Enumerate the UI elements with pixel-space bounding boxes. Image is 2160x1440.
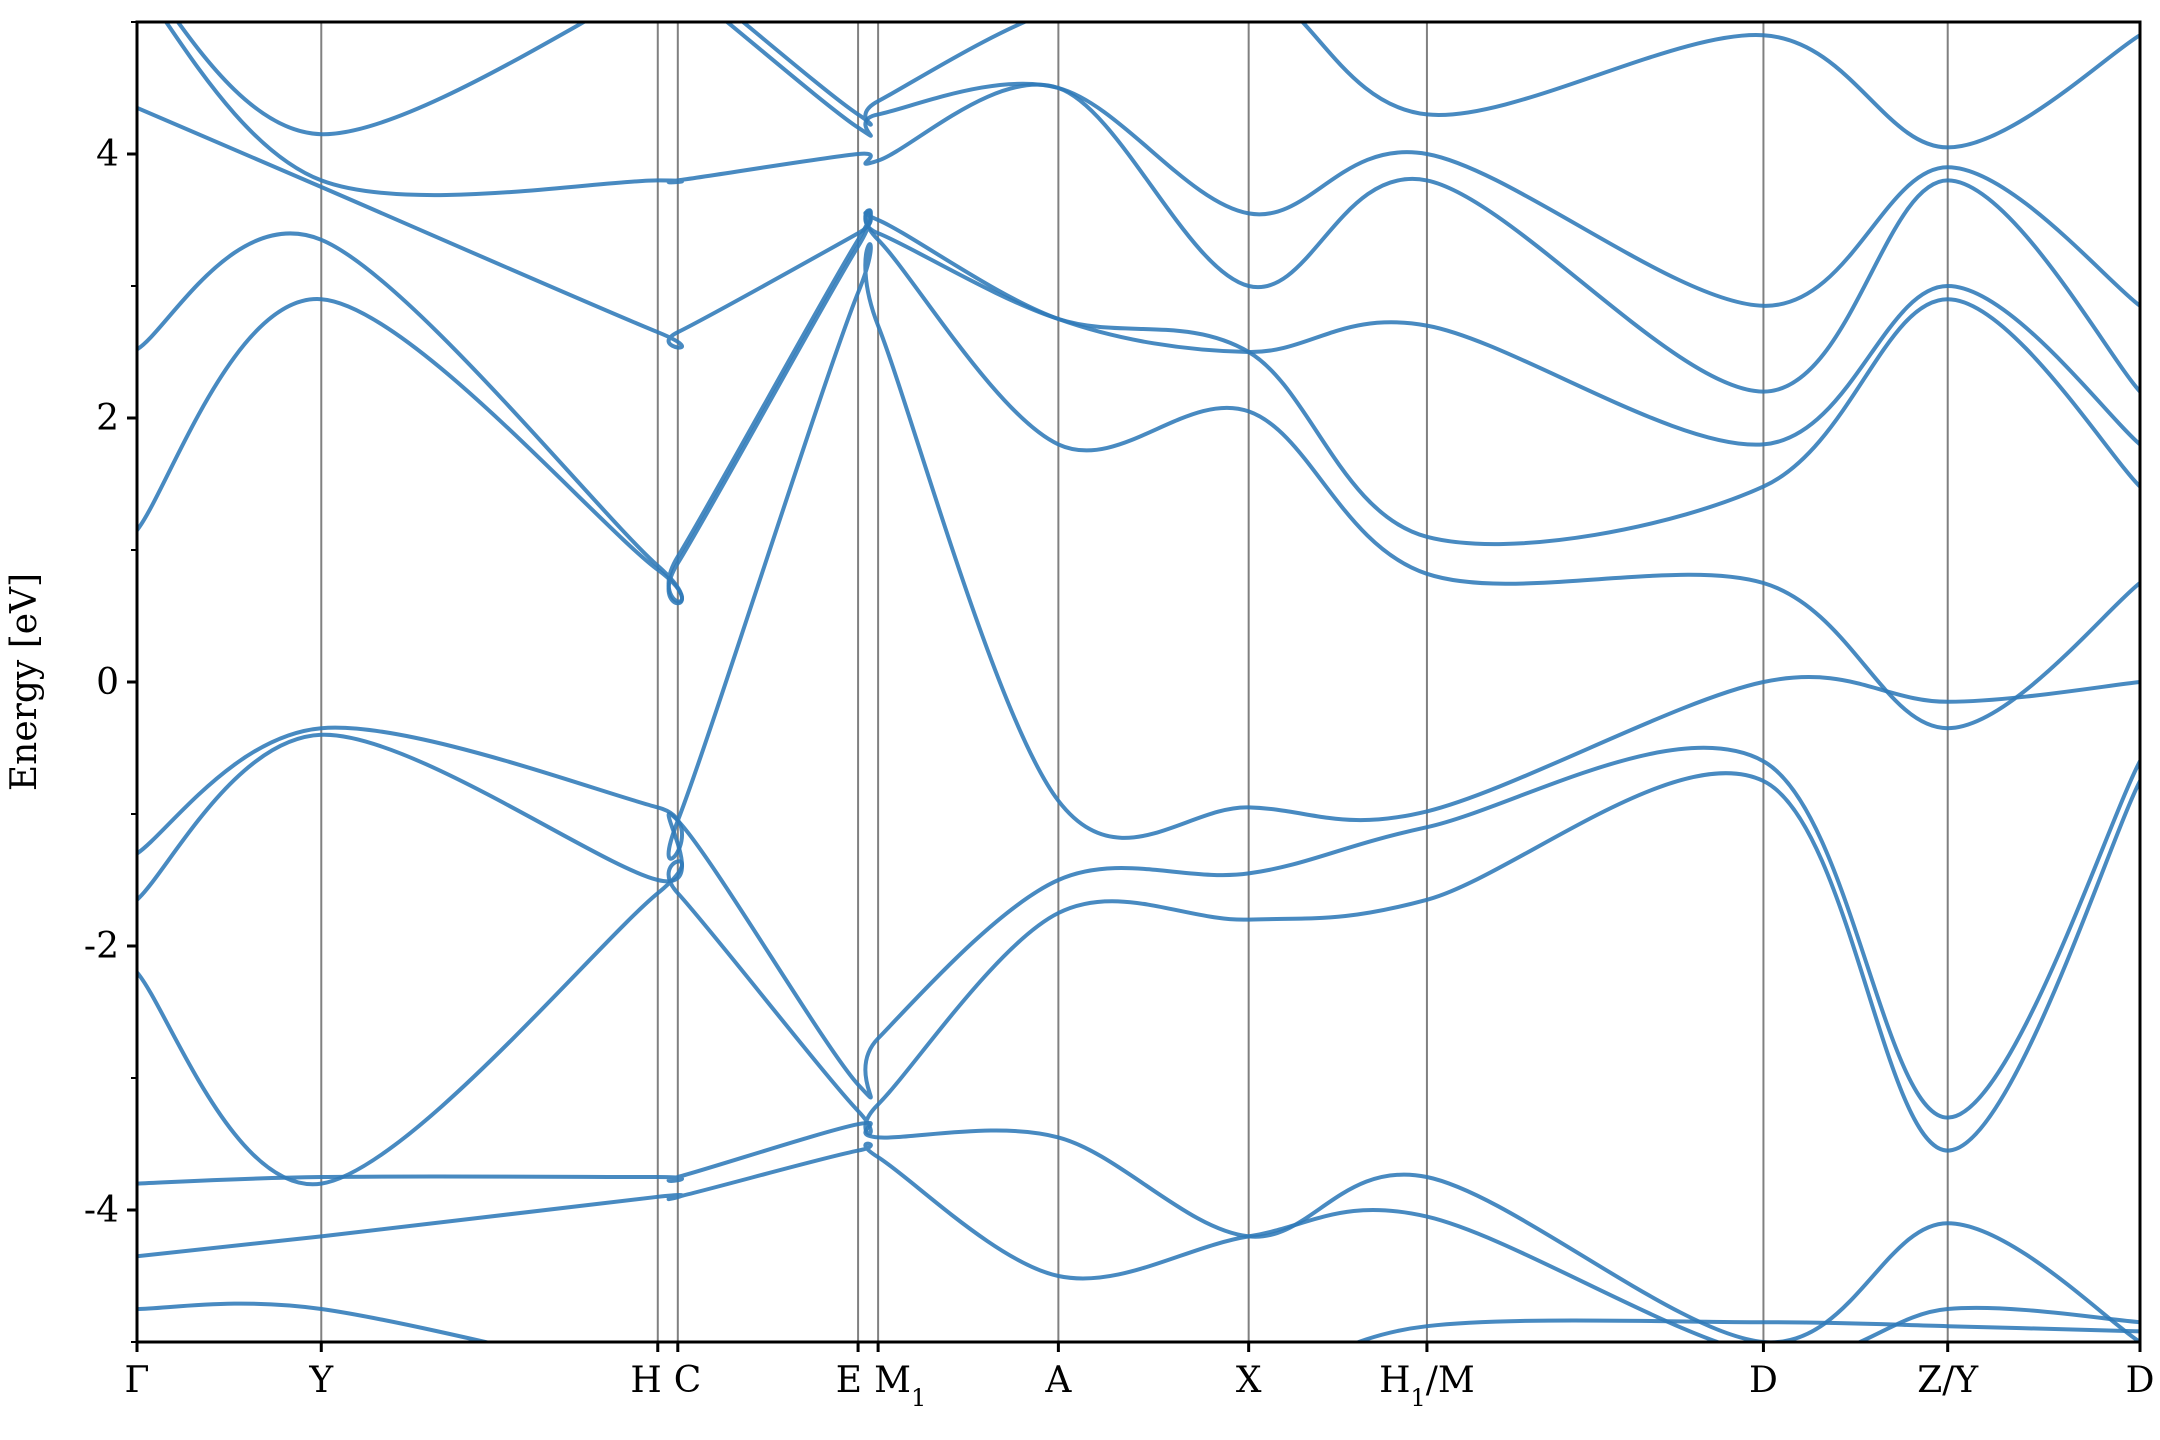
band-1 — [137, 1301, 2140, 1342]
x-tick-label-10: Z/Y — [1917, 1360, 1979, 1401]
x-tick-label-1: Y — [308, 1360, 334, 1401]
x-tick-label-0: Γ — [125, 1360, 150, 1401]
band-5 — [137, 732, 2140, 1120]
plot-frame — [135, 20, 2142, 1344]
band-lines — [137, 22, 2140, 1342]
x-tick-label-2: H — [630, 1360, 661, 1401]
y-tick-label: -2 — [84, 926, 119, 967]
band-2 — [137, 1141, 2140, 1342]
y-axis-label: Energy [eV] — [4, 573, 45, 791]
x-tick-label-7: X — [1236, 1360, 1262, 1401]
band-12 — [740, 22, 2140, 150]
y-tick-label: 4 — [96, 134, 119, 175]
band-9 — [137, 105, 2140, 447]
band-8 — [137, 208, 2140, 604]
band-11 — [175, 22, 2140, 308]
band-3 — [137, 1120, 2140, 1342]
y-tick-label: -4 — [84, 1190, 119, 1231]
x-tick-label-3: C — [674, 1360, 702, 1401]
y-tick-label: 2 — [96, 398, 119, 439]
band-4 — [137, 771, 2140, 1187]
x-tick-label-4: E — [836, 1360, 862, 1401]
y-tick-label: 0 — [96, 662, 119, 703]
band-6 — [137, 242, 2140, 861]
y-axis-ticks: -4 -2 0 2 4 — [84, 21, 137, 1343]
high-symmetry-lines — [320, 22, 1949, 1342]
x-tick-label-9: D — [1749, 1360, 1778, 1401]
x-tick-label-5: M1 — [874, 1360, 926, 1412]
x-tick-label-11: D — [2126, 1360, 2155, 1401]
band-7 — [137, 208, 2140, 731]
x-axis-ticks: Γ Y H C E M1 A X H1/M D Z/Y D — [125, 1342, 2155, 1412]
x-tick-label-8: H1/M — [1379, 1360, 1475, 1412]
x-tick-label-6: A — [1044, 1360, 1072, 1401]
